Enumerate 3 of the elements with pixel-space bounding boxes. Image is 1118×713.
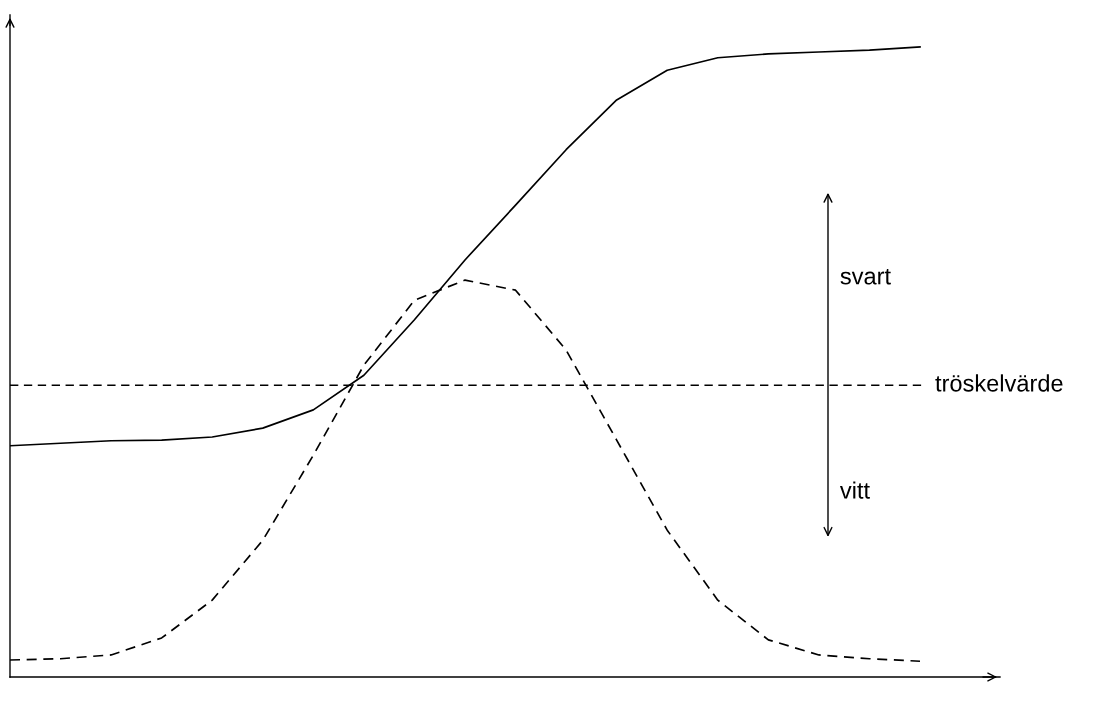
annotation: vitt <box>839 481 870 499</box>
annotation: svart <box>840 269 891 285</box>
ref-line-label: tröskelvärde <box>935 374 1063 392</box>
